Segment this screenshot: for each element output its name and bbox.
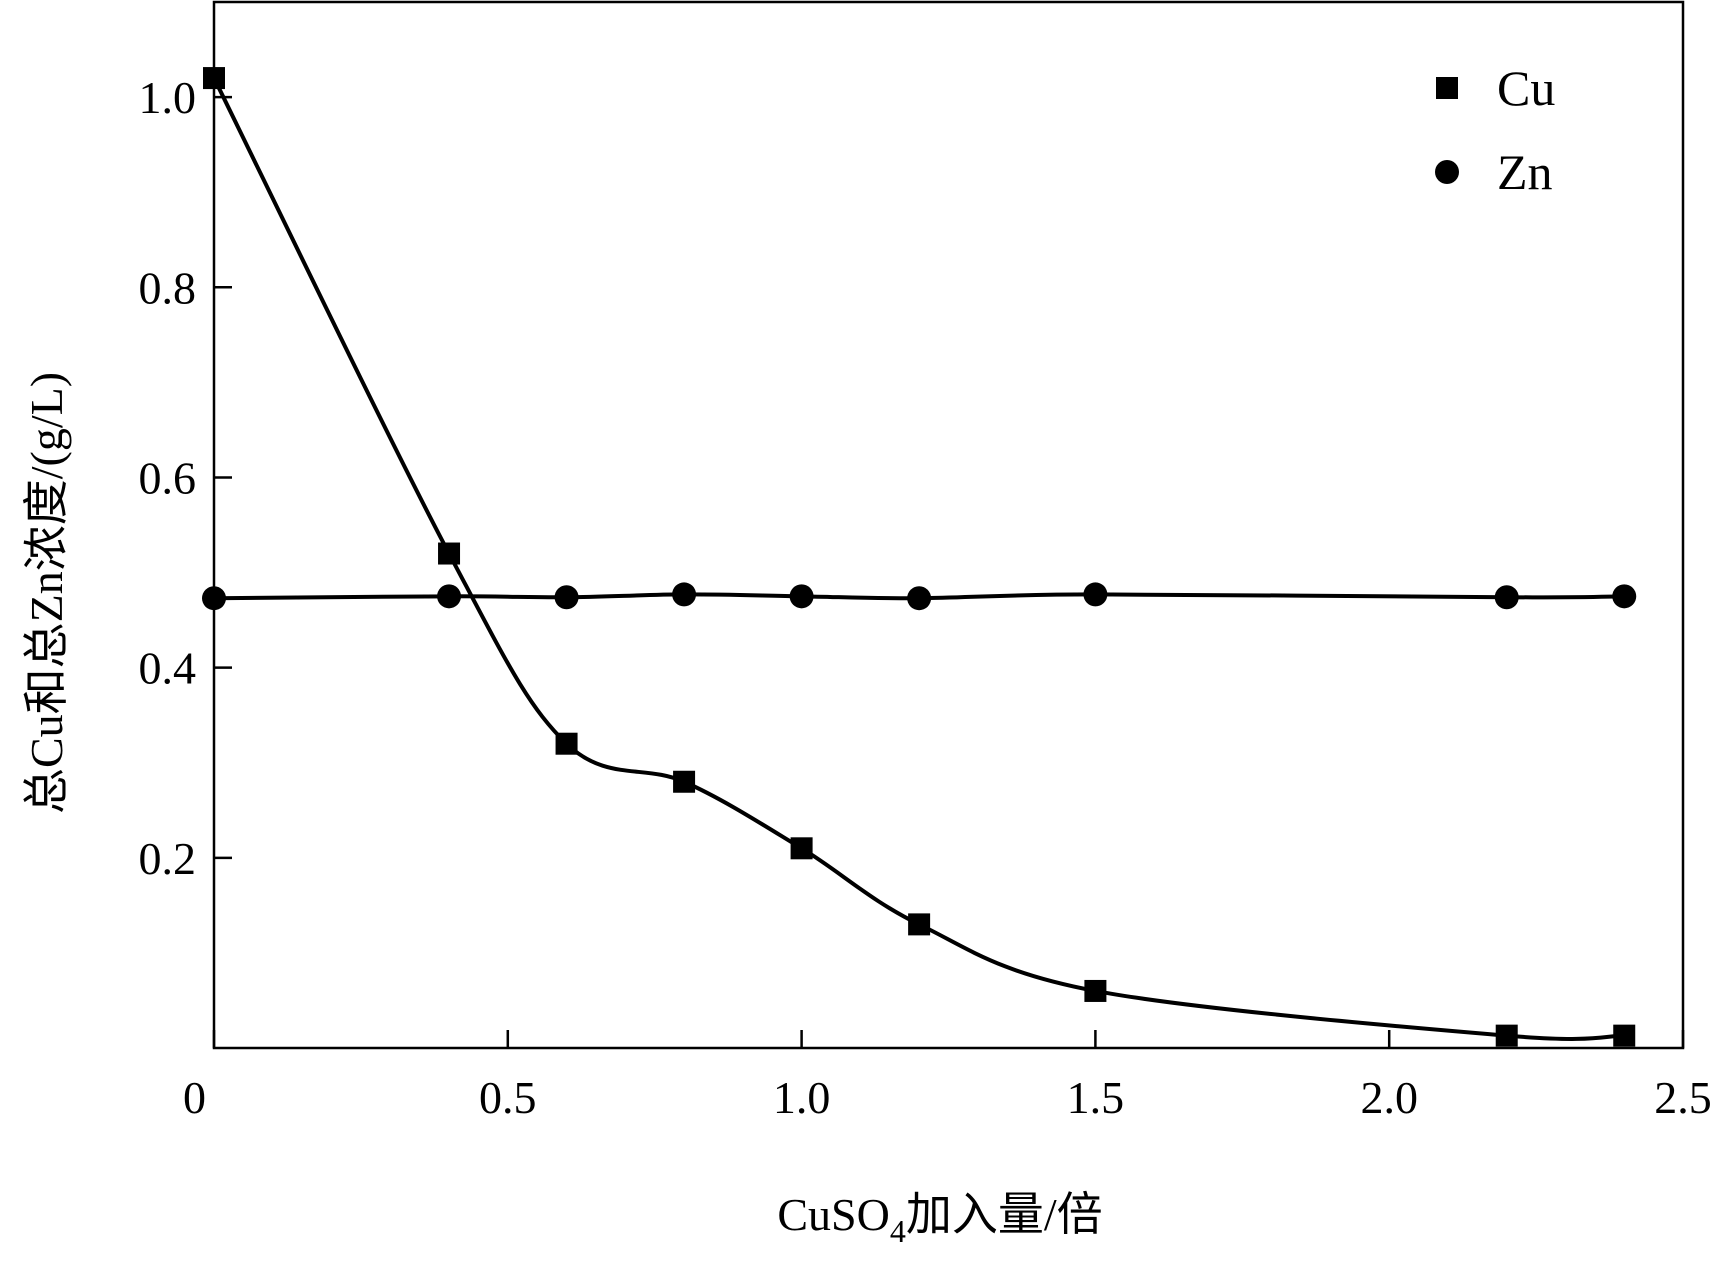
series-markers bbox=[202, 67, 1637, 1047]
cu-data-point bbox=[1613, 1024, 1636, 1047]
x-axis-title-prefix: CuSO bbox=[777, 1189, 889, 1240]
x-axis-ticks: 0 0.5 1.0 1.5 2.0 2.5 bbox=[183, 1030, 1712, 1123]
legend: Cu Zn bbox=[1435, 60, 1555, 200]
cu-data-point bbox=[673, 770, 696, 793]
cu-data-point bbox=[555, 732, 578, 755]
y-tick-label: 0.6 bbox=[139, 452, 197, 503]
x-tick-label: 2.0 bbox=[1360, 1072, 1418, 1123]
zn-data-point bbox=[789, 584, 814, 609]
cu-data-point bbox=[438, 542, 461, 565]
zn-data-point bbox=[554, 585, 579, 610]
y-tick-label: 0.2 bbox=[139, 833, 197, 884]
zn-data-point bbox=[437, 584, 462, 609]
legend-cu-marker bbox=[1436, 77, 1458, 99]
x-axis-title: CuSO4加入量/倍 bbox=[777, 1189, 1102, 1249]
x-axis-title-subscript: 4 bbox=[890, 1213, 906, 1249]
zn-data-point bbox=[1612, 584, 1637, 609]
zn-data-point bbox=[1083, 582, 1108, 607]
zn-series-line bbox=[213, 592, 1625, 601]
legend-cu-label: Cu bbox=[1497, 60, 1555, 116]
x-tick-label: 0 bbox=[183, 1072, 206, 1123]
y-axis-ticks: 0.2 0.4 0.6 0.8 1.0 bbox=[139, 72, 232, 884]
zn-data-point bbox=[907, 586, 932, 611]
cu-data-point bbox=[1495, 1024, 1518, 1047]
cu-data-point bbox=[1084, 979, 1107, 1002]
y-tick-label: 0.8 bbox=[139, 262, 197, 313]
y-tick-label: 0.4 bbox=[139, 643, 197, 694]
x-tick-label: 1.0 bbox=[773, 1072, 831, 1123]
legend-zn-marker bbox=[1435, 160, 1459, 184]
x-axis-title-suffix: 加入量/倍 bbox=[906, 1189, 1103, 1240]
cu-data-point bbox=[790, 837, 813, 860]
cu-data-point bbox=[203, 67, 225, 90]
x-tick-label: 2.5 bbox=[1654, 1072, 1712, 1123]
series-lines bbox=[212, 77, 1625, 1041]
y-axis-title: 总Cu和总Zn浓度/(g/L) bbox=[21, 372, 72, 814]
y-tick-label: 1.0 bbox=[139, 72, 197, 123]
x-tick-label: 1.5 bbox=[1067, 1072, 1125, 1123]
plot-frame bbox=[212, 0, 1685, 1050]
cu-data-point bbox=[908, 913, 931, 936]
zn-data-point bbox=[672, 582, 697, 607]
zn-data-point bbox=[1494, 585, 1519, 610]
cu-series-line bbox=[212, 77, 1625, 1041]
x-tick-label: 0.5 bbox=[479, 1072, 537, 1123]
legend-zn-label: Zn bbox=[1497, 144, 1553, 200]
zn-data-point bbox=[202, 586, 226, 611]
